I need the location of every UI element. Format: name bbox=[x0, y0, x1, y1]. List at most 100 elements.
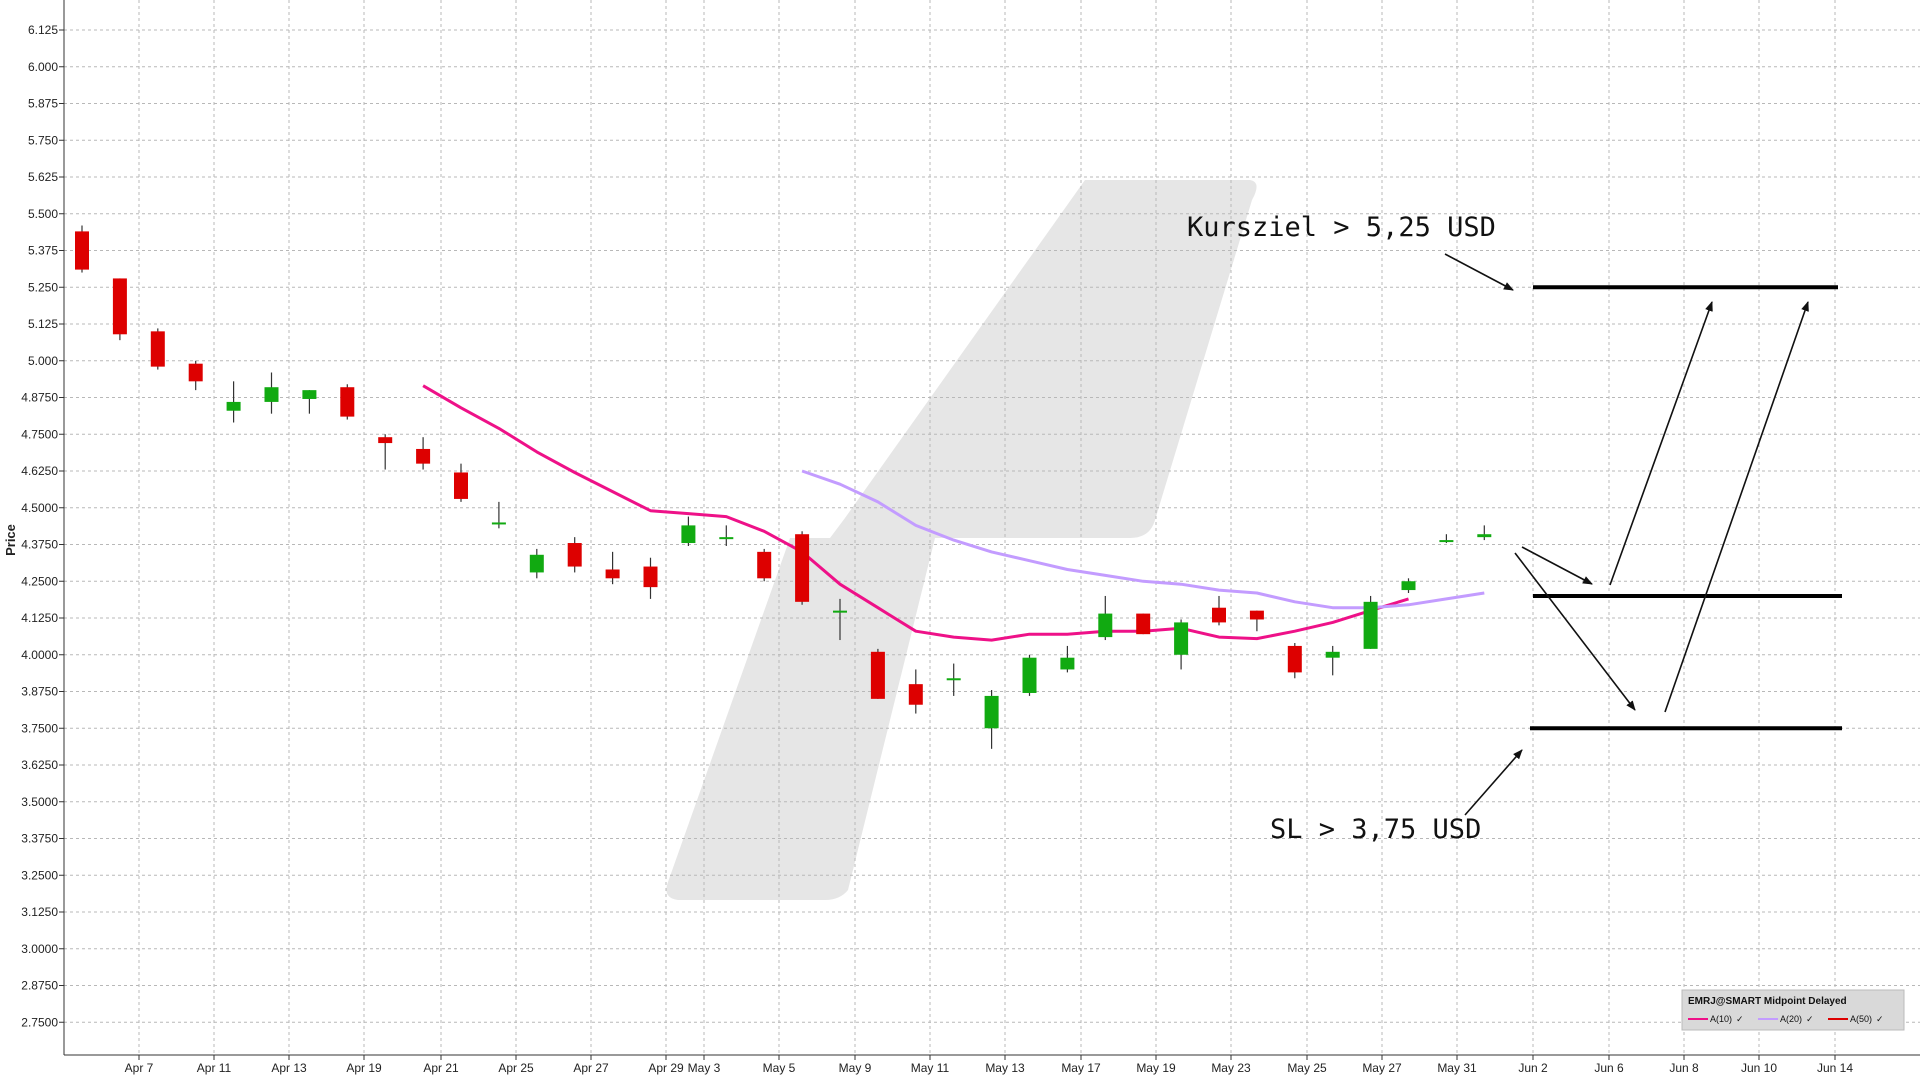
x-tick-label: May 19 bbox=[1136, 1061, 1176, 1075]
y-tick-label: 3.5000 bbox=[21, 795, 58, 809]
y-tick-label: 6.125 bbox=[28, 23, 58, 37]
candle-body bbox=[378, 437, 393, 444]
annotation-arrows bbox=[1444, 253, 1809, 816]
candle bbox=[605, 551, 620, 585]
x-tick-label: May 3 bbox=[688, 1061, 721, 1075]
y-tick-label: 3.6250 bbox=[21, 758, 58, 772]
candle-body bbox=[340, 387, 355, 417]
candle-body bbox=[1249, 610, 1264, 620]
candle-body bbox=[1098, 613, 1113, 638]
candle bbox=[112, 278, 127, 341]
candle bbox=[1401, 578, 1416, 594]
candle bbox=[1249, 610, 1264, 632]
candle bbox=[150, 328, 165, 370]
candles bbox=[75, 225, 1492, 749]
annotation-arrow bbox=[1514, 552, 1636, 711]
y-tick-label: 3.2500 bbox=[21, 868, 58, 882]
x-tick-label: Apr 25 bbox=[498, 1061, 534, 1075]
legend-title: EMRJ@SMART Midpoint Delayed bbox=[1688, 996, 1847, 1007]
y-tick-label: 5.500 bbox=[28, 207, 58, 221]
candle bbox=[795, 531, 810, 605]
y-tick-label: 4.0000 bbox=[21, 648, 58, 662]
candle-body bbox=[1060, 657, 1075, 670]
candle-body bbox=[946, 678, 961, 681]
x-tick-label: May 5 bbox=[763, 1061, 796, 1075]
x-tick-label: Jun 14 bbox=[1817, 1061, 1853, 1075]
candle-body bbox=[416, 448, 431, 464]
candle-body bbox=[1174, 622, 1189, 655]
candle-body bbox=[188, 363, 203, 382]
x-tick-label: Apr 21 bbox=[423, 1061, 459, 1075]
candle bbox=[908, 669, 923, 714]
watermark-logo bbox=[666, 180, 1257, 900]
candle bbox=[757, 548, 772, 582]
y-tick-label: 2.8750 bbox=[21, 979, 58, 993]
y-tick-label: 5.125 bbox=[28, 317, 58, 331]
candle-body bbox=[605, 569, 620, 579]
candle-body bbox=[908, 684, 923, 705]
y-tick-label: 5.000 bbox=[28, 354, 58, 368]
y-tick-label: 2.7500 bbox=[21, 1015, 58, 1029]
candle bbox=[1363, 595, 1378, 649]
candle bbox=[1136, 613, 1151, 635]
x-tick-label: Apr 19 bbox=[346, 1061, 382, 1075]
x-tick-label: Apr 7 bbox=[125, 1061, 154, 1075]
x-tick-label: May 25 bbox=[1287, 1061, 1327, 1075]
candle-body bbox=[75, 231, 89, 270]
legend-check-icon: ✓ bbox=[1876, 1014, 1884, 1024]
candle bbox=[340, 384, 355, 420]
x-tick-label: Apr 13 bbox=[271, 1061, 307, 1075]
x-tick-label: May 9 bbox=[839, 1061, 872, 1075]
candle-body bbox=[1022, 657, 1037, 693]
x-tick-label: May 17 bbox=[1061, 1061, 1101, 1075]
candle bbox=[1060, 645, 1075, 673]
y-tick-label: 3.3750 bbox=[21, 832, 58, 846]
y-tick-label: 3.1250 bbox=[21, 905, 58, 919]
candle-body bbox=[302, 390, 317, 399]
candle bbox=[75, 225, 89, 273]
x-tick-label: Jun 8 bbox=[1669, 1061, 1699, 1075]
candle bbox=[1439, 534, 1454, 544]
y-axis-label: Price bbox=[3, 524, 18, 556]
annotation-arrow bbox=[1521, 546, 1593, 585]
candle bbox=[870, 648, 885, 699]
candle bbox=[1098, 595, 1113, 641]
candle-body bbox=[1287, 645, 1302, 673]
candle-body bbox=[112, 278, 127, 335]
y-tick-labels: 6.125 6.000 5.875 5.750 5.625 5.500 5.375 5.250… bbox=[21, 23, 64, 1029]
x-tick-labels: Apr 7 Apr 11 Apr 13 Apr 19 Apr 21 Apr 25 Apr 2… bbox=[125, 1055, 1853, 1075]
price-levels bbox=[1530, 285, 1842, 731]
legend-item-label: A(50) bbox=[1850, 1014, 1872, 1024]
candle-body bbox=[1363, 601, 1378, 649]
candle-body bbox=[1439, 540, 1454, 543]
x-tick-label: Apr 29 bbox=[648, 1061, 684, 1075]
candle bbox=[302, 390, 317, 414]
candle bbox=[264, 372, 279, 414]
candle bbox=[1477, 525, 1492, 541]
candle-body bbox=[1136, 613, 1151, 635]
y-tick-label: 4.3750 bbox=[21, 538, 58, 552]
x-tick-label: May 27 bbox=[1362, 1061, 1402, 1075]
candle-body bbox=[264, 387, 279, 402]
annotation-arrow bbox=[1444, 253, 1514, 291]
legend-item-label: A(10) bbox=[1710, 1014, 1732, 1024]
candle-body bbox=[226, 401, 241, 411]
candle-body bbox=[795, 534, 810, 602]
candle-body bbox=[150, 331, 165, 367]
legend-item-label: A(20) bbox=[1780, 1014, 1802, 1024]
candle bbox=[188, 360, 203, 391]
candle-body bbox=[984, 695, 999, 729]
candle bbox=[833, 598, 847, 641]
legend: EMRJ@SMART Midpoint Delayed A(10) ✓ A(20) ✓… bbox=[1681, 989, 1905, 1031]
candle-body bbox=[1401, 581, 1416, 591]
candle bbox=[226, 381, 241, 423]
y-tick-label: 4.1250 bbox=[21, 611, 58, 625]
y-tick-label: 5.375 bbox=[28, 244, 58, 258]
candle bbox=[1287, 642, 1302, 679]
y-tick-label: 3.8750 bbox=[21, 685, 58, 699]
x-tick-label: May 13 bbox=[985, 1061, 1025, 1075]
candle bbox=[984, 690, 999, 749]
annotation-arrow bbox=[1464, 749, 1523, 816]
candle bbox=[1022, 654, 1037, 696]
candle bbox=[567, 537, 582, 573]
